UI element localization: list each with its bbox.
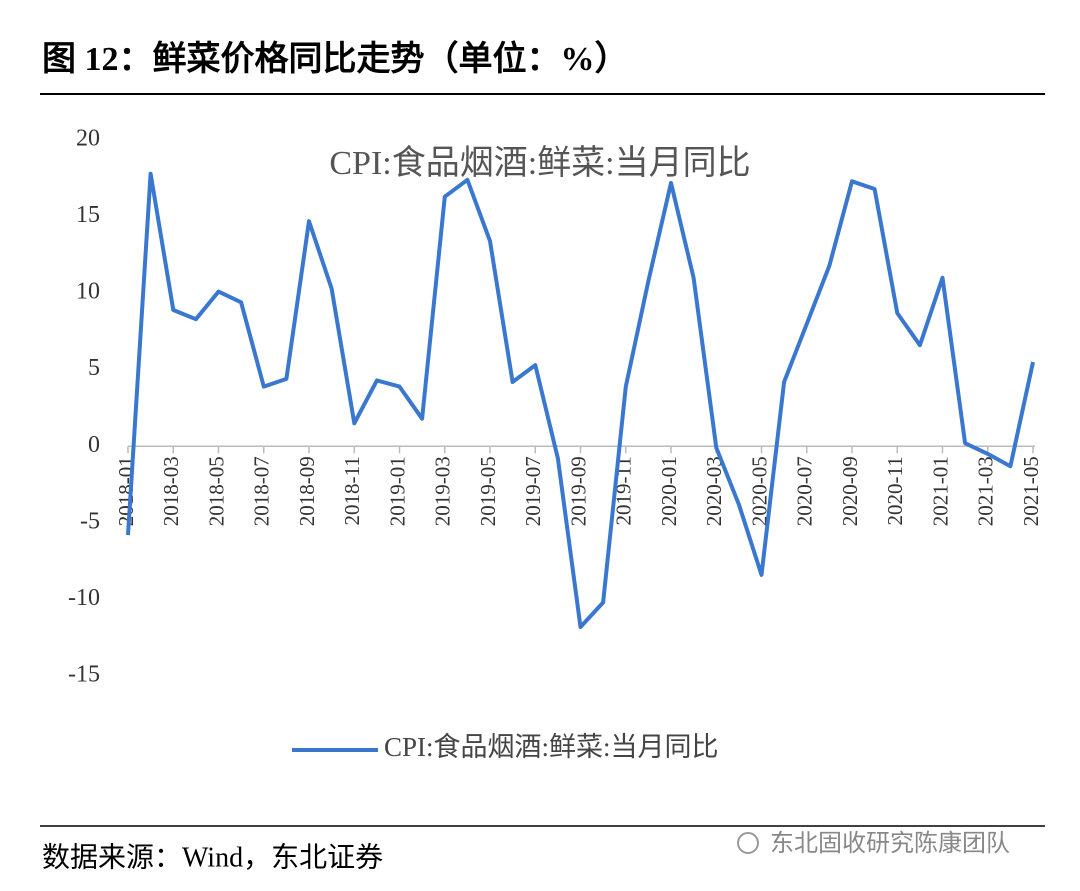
x-tick-label: 2018-05 xyxy=(204,456,228,526)
series-line xyxy=(126,171,1035,629)
y-tick-label: -5 xyxy=(80,508,100,534)
x-tick-label: 2019-01 xyxy=(385,456,409,526)
x-tick-label: 2020-09 xyxy=(838,456,862,526)
watermark: 东北固收研究陈康团队 xyxy=(770,829,1010,857)
x-tick-label: 2018-07 xyxy=(250,456,274,526)
x-tick-label: 2020-07 xyxy=(793,456,817,526)
x-tick-label: 2021-01 xyxy=(928,456,952,526)
x-tick-label: 2019-03 xyxy=(431,456,455,526)
legend-label: CPI:食品烟酒:鲜菜:当月同比 xyxy=(384,732,719,762)
page-title: 图 12：鲜菜价格同比走势（单位：%） xyxy=(42,39,629,78)
x-tick-label: 2019-05 xyxy=(476,456,500,526)
x-tick-label: 2021-03 xyxy=(974,456,998,526)
y-tick-label: 10 xyxy=(76,279,100,305)
y-tick-label: 15 xyxy=(76,202,100,228)
x-tick-label: 2020-01 xyxy=(657,456,681,526)
x-tick-label: 2018-11 xyxy=(340,456,364,525)
x-tick-label: 2020-03 xyxy=(702,456,726,526)
y-tick-label: 20 xyxy=(76,126,100,152)
x-tick-label: 2019-07 xyxy=(521,456,545,526)
x-tick-label: 2021-05 xyxy=(1019,456,1043,526)
x-tick-label: 2020-11 xyxy=(883,456,907,525)
x-tick-label: 2018-03 xyxy=(159,456,183,526)
y-tick-label: 5 xyxy=(88,355,100,381)
watermark-icon xyxy=(737,832,759,854)
source: 数据来源：Wind，东北证券 xyxy=(42,841,383,873)
x-tick-label: 2019-09 xyxy=(566,456,590,526)
y-tick-label: 0 xyxy=(88,432,100,458)
chart-title: CPI:食品烟酒:鲜菜:当月同比 xyxy=(329,144,750,182)
x-tick-label: 2018-09 xyxy=(295,456,319,526)
y-tick-label: -10 xyxy=(68,585,100,611)
y-tick-label: -15 xyxy=(68,662,100,688)
